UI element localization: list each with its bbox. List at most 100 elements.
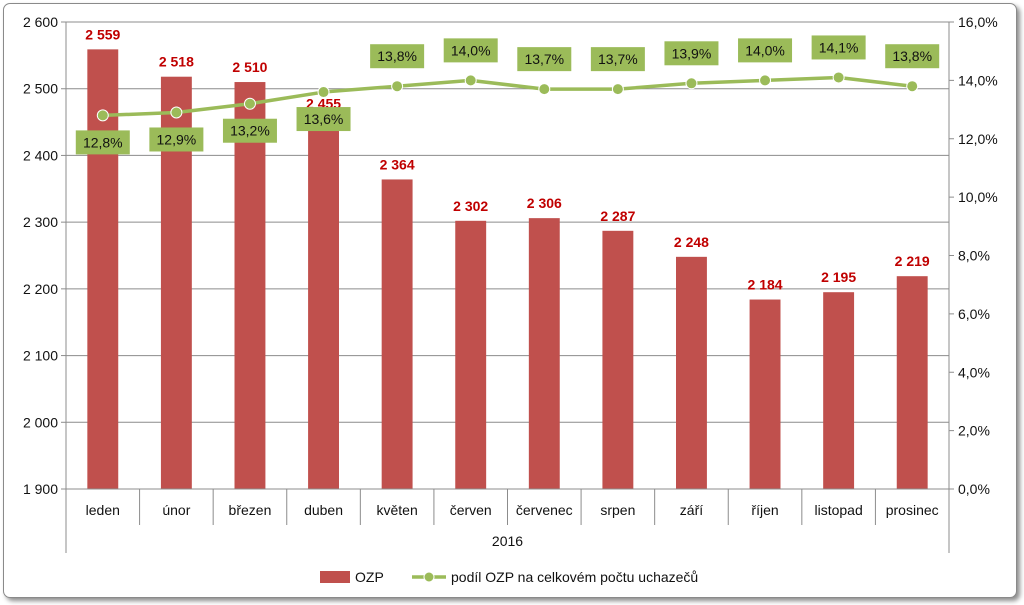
line-label-box bbox=[738, 38, 793, 63]
line-label-box bbox=[222, 118, 277, 143]
line-label-text: 14,0% bbox=[451, 42, 491, 58]
line-label-box bbox=[590, 47, 645, 72]
y-right-tick-label: 4,0% bbox=[958, 364, 990, 380]
bar bbox=[602, 230, 634, 489]
line-label-box bbox=[517, 47, 572, 72]
line-point bbox=[906, 80, 919, 93]
y-left-tick-label: 2 500 bbox=[23, 81, 58, 97]
x-group-label: 2016 bbox=[492, 533, 523, 549]
bar-value-label: 2 364 bbox=[380, 156, 415, 172]
line-point bbox=[391, 80, 404, 93]
line-value-label: 13,6% bbox=[296, 107, 351, 132]
line-label-text: 13,7% bbox=[524, 51, 564, 67]
line-label-box bbox=[664, 41, 719, 66]
line-label-box bbox=[149, 127, 204, 152]
y-right-tick-label: 10,0% bbox=[958, 189, 998, 205]
y-left-tick-label: 2 100 bbox=[23, 348, 58, 364]
line-point bbox=[317, 86, 330, 99]
legend-swatch-marker bbox=[423, 571, 435, 583]
y-right-tick-label: 16,0% bbox=[958, 14, 998, 30]
line-value-label: 12,9% bbox=[149, 127, 204, 152]
legend-label-line: podíl OZP na celkovém počtu uchazečů bbox=[451, 569, 698, 585]
bar bbox=[896, 276, 928, 489]
line-label-text: 13,8% bbox=[892, 48, 932, 64]
y-right-tick-label: 8,0% bbox=[958, 248, 990, 264]
line-label-box bbox=[296, 107, 351, 132]
line-label-box bbox=[443, 38, 498, 63]
line-point bbox=[832, 71, 845, 84]
series-line bbox=[102, 75, 913, 118]
bar bbox=[234, 82, 266, 490]
line-label-text: 13,9% bbox=[672, 45, 712, 61]
legend-label-bar: OZP bbox=[355, 569, 384, 585]
bar bbox=[455, 220, 487, 489]
bar-value-label: 2 510 bbox=[232, 59, 267, 75]
y-right-tick-label: 14,0% bbox=[958, 72, 998, 88]
line-series bbox=[96, 71, 919, 122]
x-tick-label: březen bbox=[229, 502, 272, 518]
y-left-tick-label: 2 400 bbox=[23, 147, 58, 163]
bar-value-label: 2 302 bbox=[453, 198, 488, 214]
line-label-text: 12,9% bbox=[157, 131, 197, 147]
x-tick-label: duben bbox=[304, 502, 343, 518]
line-value-label: 14,0% bbox=[738, 38, 793, 63]
x-tick-label: srpen bbox=[600, 502, 635, 518]
line-label-text: 13,2% bbox=[230, 123, 270, 139]
x-tick-label: červenec bbox=[516, 502, 573, 518]
line-point bbox=[685, 77, 698, 90]
y-right-tick-label: 0,0% bbox=[958, 481, 990, 497]
line-label-text: 14,0% bbox=[745, 42, 785, 58]
line-value-label: 14,0% bbox=[443, 38, 498, 63]
x-tick-label: květen bbox=[377, 502, 418, 518]
line-point bbox=[611, 83, 624, 96]
line-label-text: 13,6% bbox=[304, 111, 344, 127]
line-point bbox=[538, 83, 551, 96]
y-left-tick-label: 1 900 bbox=[23, 481, 58, 497]
line-label-box bbox=[811, 35, 866, 60]
bar bbox=[528, 218, 560, 489]
line-value-label: 13,8% bbox=[885, 44, 940, 69]
bar bbox=[308, 118, 339, 489]
y-left-tick-label: 2 600 bbox=[23, 14, 58, 30]
line-value-label: 13,8% bbox=[370, 44, 425, 69]
bar-series bbox=[87, 49, 928, 490]
line-label-text: 13,8% bbox=[377, 48, 417, 64]
x-tick-label: prosinec bbox=[886, 502, 939, 518]
line-value-label: 12,8% bbox=[75, 130, 130, 155]
bar-value-label: 2 248 bbox=[674, 234, 709, 250]
line-value-label: 14,1% bbox=[811, 35, 866, 60]
x-tick-label: září bbox=[680, 502, 703, 518]
axes: 1 900 2 000 2 100 2 200 2 300 2 400 2 500 2 600… bbox=[23, 14, 998, 553]
line-value-label: 13,2% bbox=[222, 118, 277, 143]
bar bbox=[676, 256, 707, 489]
y-right-tick-label: 2,0% bbox=[958, 423, 990, 439]
x-tick-label: červen bbox=[450, 502, 492, 518]
line-value-label: 13,9% bbox=[664, 41, 719, 66]
x-tick-label: únor bbox=[162, 502, 190, 518]
bar-value-label: 2 195 bbox=[821, 269, 856, 285]
bar-value-label: 2 559 bbox=[85, 26, 120, 42]
y-left-tick-label: 2 300 bbox=[23, 214, 58, 230]
bar bbox=[823, 292, 855, 489]
bar-value-label: 2 184 bbox=[748, 277, 783, 293]
bar bbox=[749, 299, 781, 489]
line-point bbox=[96, 109, 109, 122]
y-right-tick-label: 12,0% bbox=[958, 131, 998, 147]
bar bbox=[381, 179, 413, 489]
line-label-text: 12,8% bbox=[83, 134, 123, 150]
combo-chart: 1 900 2 000 2 100 2 200 2 300 2 400 2 500 2 600… bbox=[23, 14, 998, 585]
bar-value-label: 2 518 bbox=[159, 54, 194, 70]
bar bbox=[87, 49, 119, 490]
line-point bbox=[243, 97, 256, 110]
line-point bbox=[464, 74, 477, 87]
x-tick-label: listopad bbox=[814, 502, 862, 518]
gridlines bbox=[66, 21, 949, 423]
chart-frame: 1 900 2 000 2 100 2 200 2 300 2 400 2 500 2 600… bbox=[3, 3, 1017, 598]
line-point bbox=[759, 74, 772, 87]
x-tick-label: leden bbox=[86, 502, 120, 518]
x-tick-label: říjen bbox=[751, 502, 778, 518]
line-label-box bbox=[75, 130, 130, 155]
legend: OZP podíl OZP na celkovém počtu uchazečů bbox=[320, 569, 698, 585]
bar-value-label: 2 219 bbox=[895, 253, 930, 269]
